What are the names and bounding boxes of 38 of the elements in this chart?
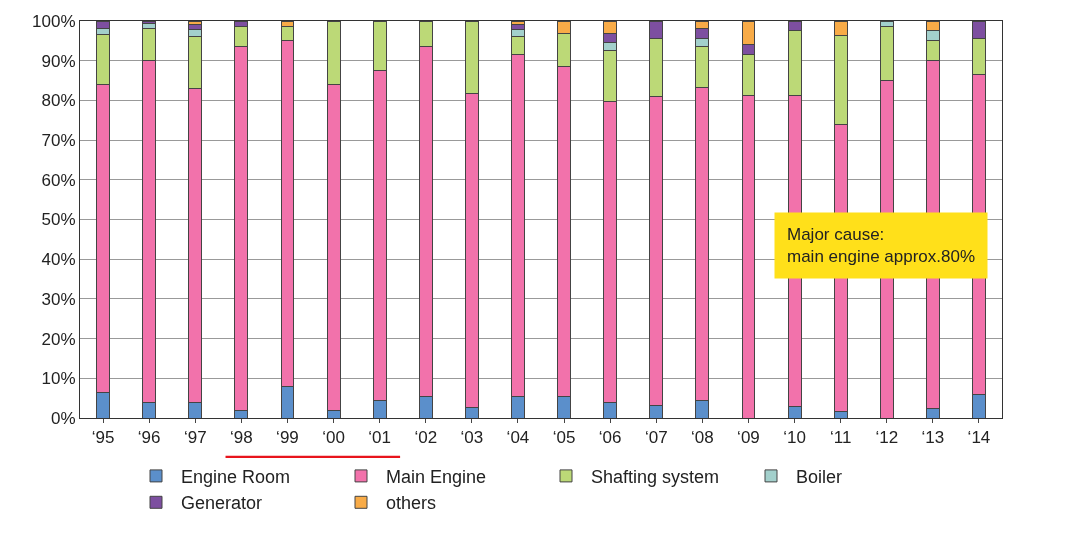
legend-label: Generator — [181, 493, 263, 514]
y-tick-label: 10% — [41, 369, 76, 389]
legend-label: others — [386, 493, 437, 514]
x-tick-label: ‘01 — [368, 428, 391, 448]
x-tick-label: ‘11 — [829, 428, 852, 448]
x-tick-label: ‘03 — [460, 428, 484, 448]
x-tick-label: ‘12 — [875, 428, 899, 448]
legend-label: Engine Room — [181, 466, 291, 487]
legend-label: Main Engine — [386, 466, 487, 487]
y-tick-label: 0% — [51, 408, 76, 428]
y-tick-label: 90% — [41, 51, 76, 71]
x-tick-label: ‘07 — [644, 428, 668, 448]
x-tick-label: ‘05 — [552, 428, 576, 448]
x-tick-label: ‘08 — [691, 428, 714, 448]
x-tick-label: ‘09 — [737, 428, 760, 448]
legend-label: Shafting system — [591, 466, 720, 487]
legend-label: Boiler — [796, 466, 843, 487]
x-tick-label: ‘98 — [230, 428, 253, 448]
y-tick-label: 20% — [41, 329, 76, 349]
y-tick-label: 40% — [41, 250, 76, 270]
x-tick-label: ‘13 — [921, 428, 945, 448]
x-tick-label: ‘00 — [322, 428, 345, 448]
x-tick-label: ‘14 — [967, 428, 991, 448]
y-tick-label: 100% — [32, 11, 76, 31]
y-tick-label: 70% — [41, 131, 76, 151]
y-tick-label: 50% — [41, 210, 76, 230]
x-tick-label: ‘06 — [598, 428, 622, 448]
x-tick-label: ‘97 — [183, 428, 207, 448]
annotation: Major cause: main engine approx.80% — [787, 225, 976, 267]
x-tick-label: ‘04 — [506, 428, 530, 448]
x-tick-label: ‘96 — [137, 428, 161, 448]
y-tick-label: 30% — [41, 289, 76, 309]
x-tick-label: ‘10 — [783, 428, 806, 448]
x-tick-label: ‘99 — [276, 428, 299, 448]
y-tick-label: 80% — [41, 91, 76, 111]
x-tick-label: ‘95 — [91, 428, 115, 448]
y-tick-label: 60% — [41, 170, 76, 190]
x-tick-label: ‘02 — [414, 428, 438, 448]
